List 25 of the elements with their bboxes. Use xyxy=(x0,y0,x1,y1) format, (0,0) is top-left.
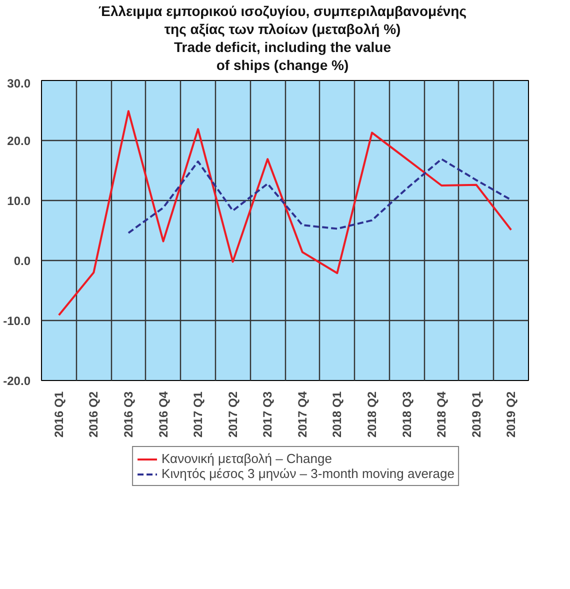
x-tick-label: 2019 Q2 xyxy=(504,391,518,438)
y-tick-label: 30.0 xyxy=(7,76,31,90)
x-tick-label: 2016 Q4 xyxy=(156,391,170,438)
x-tick-label: 2016 Q3 xyxy=(121,391,136,438)
y-tick-label: -20.0 xyxy=(3,374,31,388)
line-series xyxy=(58,110,512,316)
x-tick-label: 2017 Q3 xyxy=(260,391,275,438)
x-tick-label: 2016 Q2 xyxy=(86,391,101,438)
chart-title: Έλλειμμα εμπορικού ισοζυγίου, συμπεριλαμβανομένης της αξίας των πλοίων (μεταβολή %) Trade deficit, including the value of ships (change %) xyxy=(98,2,468,74)
x-tick-label: 2016 Q1 xyxy=(52,391,66,438)
legend-label: Κινητός μέσος 3 μηνών – 3-month moving average xyxy=(162,466,454,481)
legend-label: Κανονική μεταβολή – Change xyxy=(162,451,332,466)
y-tick-label: 20.0 xyxy=(7,134,31,148)
x-tick-label: 2018 Q1 xyxy=(330,391,344,438)
x-tick-label: 2017 Q1 xyxy=(191,391,206,438)
line-series xyxy=(127,158,512,234)
y-tick-label: 0.0 xyxy=(14,254,31,268)
x-tick-label: 2018 Q3 xyxy=(400,391,414,438)
y-tick-label: 10.0 xyxy=(7,194,31,208)
y-tick-label: -10.0 xyxy=(3,314,31,328)
x-tick-label: 2018 Q4 xyxy=(434,391,449,438)
x-tick-label: 2019 Q1 xyxy=(469,391,484,438)
x-tick-label: 2017 Q4 xyxy=(295,391,310,438)
x-tick-label: 2017 Q2 xyxy=(226,391,240,438)
x-tick-label: 2018 Q2 xyxy=(364,391,379,438)
